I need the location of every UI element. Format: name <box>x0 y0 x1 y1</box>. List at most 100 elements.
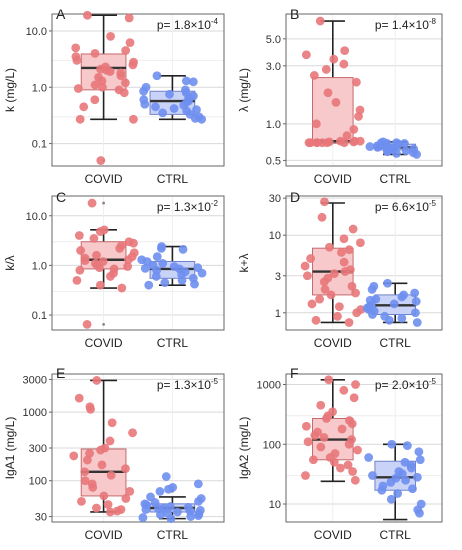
data-point-covid-c <box>80 256 90 265</box>
data-point-covid-c <box>117 283 127 293</box>
data-point-ctrl-e <box>194 496 203 506</box>
data-point-ctrl-f <box>377 485 387 495</box>
data-point-covid-b <box>311 119 321 129</box>
panel-letter-a: A <box>56 6 66 22</box>
data-point-ctrl-f <box>386 494 396 504</box>
x-category-label-covid-e: COVID <box>85 528 123 542</box>
y-axis-label-e: IgA1 (mg/L) <box>3 417 17 480</box>
data-point-ctrl-f <box>393 489 403 498</box>
p-value-a: p= 1.8×10-4 <box>157 17 219 32</box>
data-point-covid-a <box>90 80 100 90</box>
data-point-covid-c <box>95 280 105 290</box>
p-value-b: p= 1.4×10-8 <box>375 17 437 32</box>
data-point-covid-a <box>73 84 83 93</box>
data-point-ctrl-f <box>415 508 424 518</box>
data-point-ctrl-f <box>414 447 424 457</box>
data-point-covid-e <box>85 449 95 458</box>
data-point-covid-c <box>75 265 85 275</box>
data-point-ctrl-a <box>139 86 148 96</box>
data-point-covid-e <box>92 503 101 513</box>
plot-frame-d <box>285 195 443 331</box>
y-axis-label-a: k (mg/L) <box>3 68 17 112</box>
data-point-ctrl-d <box>397 313 407 323</box>
data-point-ctrl-b <box>412 150 422 159</box>
data-point-covid-e <box>80 476 90 486</box>
data-point-covid-f <box>329 457 339 467</box>
data-point-ctrl-a <box>158 108 168 118</box>
data-point-covid-f <box>316 442 326 452</box>
data-point-ctrl-b <box>365 142 375 151</box>
data-point-covid-e <box>74 393 84 403</box>
data-point-covid-f <box>310 431 320 440</box>
data-point-covid-b <box>342 131 352 141</box>
data-point-ctrl-f <box>401 475 411 485</box>
y-tick-label-c: 1.0 <box>32 260 47 272</box>
data-point-ctrl-a <box>152 71 162 81</box>
data-point-covid-a <box>106 32 115 41</box>
data-point-ctrl-e <box>138 513 148 522</box>
data-point-ctrl-a <box>192 105 201 115</box>
data-point-ctrl-f <box>387 439 397 449</box>
data-point-covid-a <box>90 48 100 58</box>
data-point-covid-c <box>115 244 125 253</box>
data-point-ctrl-f <box>368 471 377 480</box>
y-tick-label-b: 3.0 <box>266 61 281 73</box>
data-point-covid-f <box>348 467 357 476</box>
data-point-ctrl-b <box>373 142 383 152</box>
data-point-covid-f <box>316 400 326 410</box>
data-point-covid-a <box>128 60 138 70</box>
x-category-label-covid-b: COVID <box>314 172 352 186</box>
y-tick-label-b: 5.0 <box>266 34 281 46</box>
data-point-covid-f <box>350 475 360 485</box>
y-tick-label-e: 1000 <box>23 407 47 419</box>
data-point-ctrl-e <box>156 510 165 520</box>
data-point-covid-e <box>105 436 115 446</box>
data-point-ctrl-c <box>178 245 188 254</box>
data-point-covid-c <box>89 233 99 243</box>
data-point-covid-b <box>321 65 331 74</box>
data-point-ctrl-c <box>151 272 161 281</box>
y-tick-label-e: 100 <box>29 476 47 488</box>
data-point-ctrl-d <box>410 288 420 298</box>
data-point-covid-e <box>106 470 116 480</box>
data-point-covid-c <box>82 319 92 329</box>
data-point-covid-e <box>107 418 117 428</box>
y-tick-label-c: 0.1 <box>32 310 47 322</box>
y-tick-label-d: 1 <box>275 308 281 320</box>
data-point-ctrl-d <box>367 285 377 294</box>
data-point-covid-c <box>95 227 105 236</box>
data-point-covid-d <box>344 318 354 327</box>
data-point-covid-d <box>351 288 360 298</box>
data-point-covid-f <box>322 414 331 423</box>
data-point-ctrl-e <box>155 486 165 496</box>
data-point-covid-a <box>71 43 81 53</box>
data-point-covid-b <box>339 59 349 69</box>
data-point-ctrl-f <box>408 484 417 494</box>
data-point-covid-a <box>72 56 82 65</box>
data-point-covid-a <box>125 38 135 48</box>
data-point-covid-c <box>129 238 138 248</box>
data-point-covid-d <box>355 238 365 248</box>
panel-c: 0.1 1.0 10.0 COVID CTRL k/λ Cp= 1.3×10-2 <box>3 189 225 350</box>
data-point-covid-a <box>129 114 138 124</box>
data-point-ctrl-c <box>197 268 207 278</box>
data-point-ctrl-f <box>406 463 416 473</box>
data-point-ctrl-c <box>152 252 162 262</box>
data-point-ctrl-c <box>158 258 168 268</box>
data-point-covid-d <box>344 245 354 255</box>
data-point-covid-d <box>306 254 316 263</box>
x-category-label-ctrl-d: CTRL <box>380 336 412 350</box>
data-point-ctrl-b <box>382 147 392 157</box>
data-point-covid-a <box>116 71 126 81</box>
data-point-ctrl-c <box>144 280 154 290</box>
panel-b: 0.5 1.0 3.0 5.0 COVID CTRL λ (mg/L) Bp= 1.4×10-… <box>237 6 443 186</box>
x-category-label-ctrl-a: CTRL <box>157 172 189 186</box>
data-point-covid-d <box>339 234 349 244</box>
data-point-covid-e <box>103 500 113 509</box>
data-point-covid-d <box>315 294 324 304</box>
data-point-covid-b <box>309 71 319 80</box>
data-point-covid-d <box>339 257 349 267</box>
data-point-covid-f <box>309 455 318 465</box>
y-tick-label-e: 3000 <box>23 374 47 386</box>
